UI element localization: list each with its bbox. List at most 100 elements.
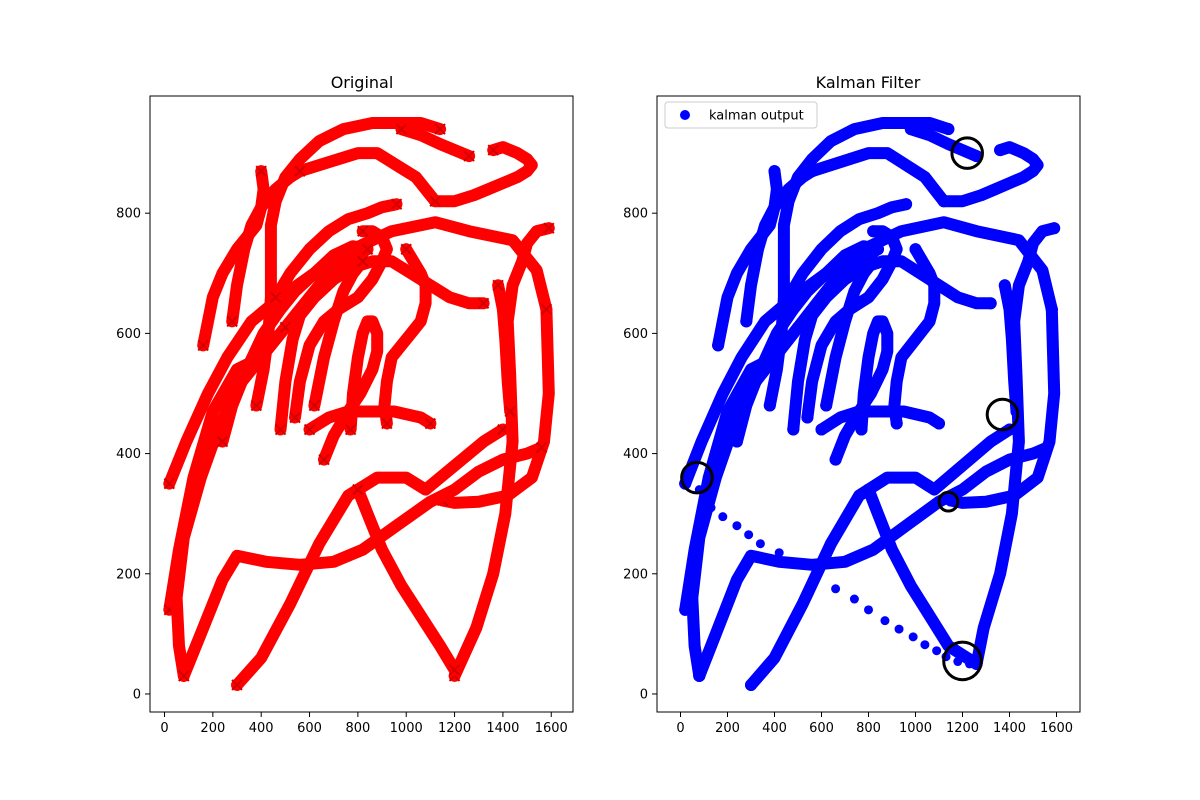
- y-tick-label: 200: [623, 567, 648, 582]
- kalman-marker: [1048, 222, 1061, 235]
- original-marker: [487, 144, 499, 156]
- y-tick-label: 400: [623, 447, 648, 462]
- original-x-ticks: 0 200 400 600 800 1000 1200 1400 1600: [160, 712, 568, 736]
- original-marker: [318, 453, 330, 466]
- original-trajectory-path: [436, 303, 555, 509]
- x-tick-label: 200: [200, 721, 225, 736]
- annotation-circle: [942, 640, 983, 682]
- original-marker: [352, 483, 364, 496]
- kalman-point: [755, 539, 765, 549]
- original-marker: [361, 243, 374, 255]
- kalman-trajectory-path: [829, 315, 894, 466]
- kalman-trajectory-path: [998, 279, 1023, 418]
- original-marker: [274, 423, 287, 436]
- original-trajectory-path: [303, 405, 437, 436]
- kalman-marker: [730, 435, 743, 448]
- kalman-trajectory-path: [693, 441, 1054, 682]
- kalman-point: [831, 584, 841, 594]
- x-tick-label: 1600: [535, 721, 568, 736]
- y-tick-label: 600: [623, 327, 648, 342]
- kalman-marker: [862, 483, 875, 496]
- kalman-point: [894, 624, 904, 634]
- kalman-marker: [693, 669, 706, 682]
- original-marker: [303, 423, 316, 436]
- kalman-point: [849, 594, 859, 604]
- kalman-marker: [933, 417, 945, 430]
- original-trajectory-path: [269, 198, 403, 304]
- kalman-point: [732, 521, 742, 531]
- kalman-marker: [1045, 303, 1058, 316]
- original-title: Original: [331, 73, 394, 92]
- original-marker: [400, 243, 412, 255]
- original-trajectory-path: [170, 321, 292, 682]
- original-marker: [294, 165, 306, 177]
- original-trajectory-path: [429, 141, 538, 208]
- original-plot-area: [163, 117, 555, 691]
- original-marker: [163, 477, 176, 490]
- kalman-trajectory-path: [686, 321, 804, 682]
- original-axes-frame: [149, 95, 574, 713]
- original-trajectory-path: [378, 243, 432, 430]
- legend: kalman output: [664, 101, 818, 129]
- y-tick-label: 600: [116, 327, 141, 342]
- original-trajectory-path: [351, 483, 461, 676]
- kalman-panel: Kalman Filter 0 200 400 600 800 1000 1200 1400 1…: [623, 73, 1081, 736]
- x-tick-label: 400: [249, 721, 274, 736]
- kalman-trajectory-path: [815, 405, 945, 436]
- kalman-trajectory-path: [862, 483, 983, 670]
- original-trajectory-path: [492, 279, 517, 418]
- kalman-marker: [801, 411, 814, 424]
- original-marker: [308, 399, 321, 412]
- kalman-point: [744, 530, 754, 540]
- x-tick-label: 800: [856, 721, 881, 736]
- y-tick-label: 800: [116, 207, 141, 222]
- legend-marker: [680, 110, 690, 120]
- y-tick-label: 0: [133, 687, 141, 702]
- kalman-marker: [984, 297, 997, 310]
- original-marker: [226, 315, 238, 328]
- x-tick-label: 200: [715, 721, 740, 736]
- original-marker: [424, 417, 437, 430]
- original-marker: [540, 303, 553, 316]
- original-y-ticks: 0 200 400 600 800: [116, 207, 150, 702]
- original-marker: [255, 165, 267, 177]
- kalman-marker: [867, 255, 880, 268]
- original-trajectory-path: [177, 441, 548, 682]
- annotation-circle: [950, 136, 984, 170]
- original-marker: [448, 664, 461, 676]
- original-marker: [492, 279, 504, 292]
- kalman-point: [920, 640, 930, 650]
- kalman-marker: [806, 165, 819, 178]
- original-marker: [344, 423, 357, 436]
- kalman-point: [908, 632, 918, 642]
- original-marker: [395, 123, 408, 135]
- original-marker: [463, 150, 475, 162]
- kalman-trajectory-path: [944, 303, 1061, 509]
- original-trajectory-path: [395, 123, 476, 163]
- x-tick-label: 1000: [899, 721, 932, 736]
- kalman-trajectory-path: [888, 243, 941, 430]
- kalman-point: [812, 572, 822, 582]
- kalman-marker: [820, 399, 833, 412]
- y-tick-label: 400: [116, 447, 141, 462]
- y-tick-label: 800: [623, 207, 648, 222]
- kalman-marker: [792, 321, 804, 334]
- kalman-trajectory-path: [820, 255, 880, 412]
- kalman-point: [953, 657, 963, 667]
- kalman-trajectory-path: [937, 141, 1044, 208]
- x-tick-label: 1400: [486, 721, 519, 736]
- kalman-marker: [787, 423, 800, 436]
- x-tick-label: 1200: [946, 721, 979, 736]
- kalman-marker: [782, 291, 795, 304]
- original-marker: [279, 321, 292, 334]
- kalman-marker: [998, 279, 1011, 292]
- original-marker: [477, 297, 490, 310]
- original-trajectory-path: [231, 423, 509, 691]
- kalman-marker: [867, 225, 880, 238]
- original-trajectory-path: [293, 147, 442, 208]
- kalman-point: [880, 616, 890, 626]
- original-trajectory-path: [308, 255, 369, 412]
- x-tick-label: 400: [762, 721, 787, 736]
- kalman-trajectory-path: [740, 165, 819, 328]
- original-marker: [250, 399, 263, 412]
